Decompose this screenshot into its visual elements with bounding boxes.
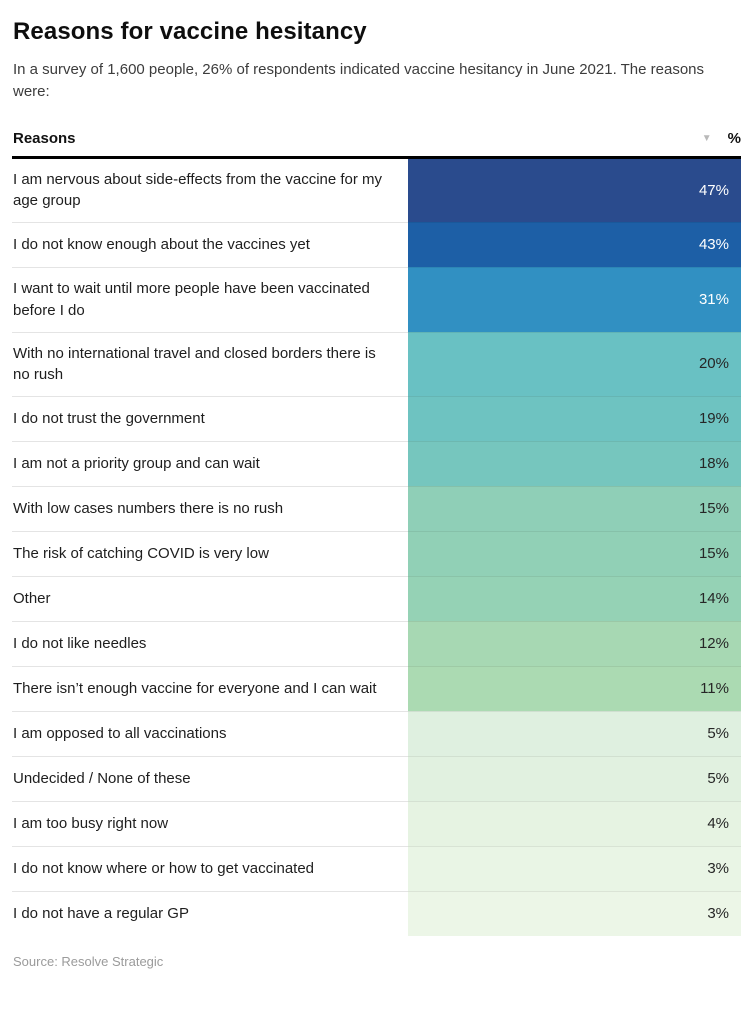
percent-column-header[interactable]: % <box>727 129 741 147</box>
reason-label: I do not know where or how to get vaccin… <box>12 846 408 891</box>
reason-label: The risk of catching COVID is very low <box>12 531 408 576</box>
chart-subtitle: In a survey of 1,600 people, 26% of resp… <box>13 61 705 100</box>
reason-label: I do not trust the government <box>12 396 408 441</box>
table-row: I do not trust the government 19% <box>12 396 741 441</box>
reason-label: Other <box>12 576 408 621</box>
table-row: Undecided / None of these 5% <box>12 756 741 801</box>
reason-label: I am nervous about side-effects from the… <box>12 158 408 222</box>
value-cell: 20% <box>408 331 741 396</box>
percent-value: 5% <box>707 725 729 742</box>
table-row: I do not like needles 12% <box>12 621 741 666</box>
percent-value: 31% <box>698 290 729 308</box>
reason-label: With no international travel and closed … <box>12 331 408 396</box>
value-cell: 14% <box>408 576 741 621</box>
table-row: I do not have a regular GP 3% <box>12 891 741 936</box>
table-row: I am too busy right now 4% <box>12 801 741 846</box>
percent-value: 14% <box>698 590 729 607</box>
table-row: With no international travel and closed … <box>12 331 741 396</box>
percent-header-group: ▼ % <box>702 130 741 147</box>
percent-value: 5% <box>707 770 729 787</box>
value-cell: 3% <box>408 846 741 891</box>
value-cell: 31% <box>408 267 741 332</box>
table-row: I do not know where or how to get vaccin… <box>12 846 741 891</box>
table-row: I do not know enough about the vaccines … <box>12 222 741 267</box>
percent-value: 15% <box>698 500 729 517</box>
table-row: I am opposed to all vaccinations 5% <box>12 711 741 756</box>
chart-title: Reasons for vaccine hesitancy <box>13 18 367 45</box>
value-cell: 5% <box>408 756 741 801</box>
reason-label: I want to wait until more people have be… <box>12 267 408 332</box>
percent-value: 4% <box>707 815 729 832</box>
value-cell: 4% <box>408 801 741 846</box>
value-cell: 3% <box>408 891 741 936</box>
percent-value: 43% <box>698 236 729 253</box>
reason-label: I do not know enough about the vaccines … <box>12 222 408 267</box>
percent-value: 3% <box>707 860 729 877</box>
reason-label: With low cases numbers there is no rush <box>12 486 408 531</box>
chart-container: Reasons for vaccine hesitancy In a surve… <box>12 18 741 969</box>
table-row: I want to wait until more people have be… <box>12 267 741 332</box>
value-cell: 11% <box>408 666 741 711</box>
sort-descending-icon[interactable]: ▼ <box>701 132 712 144</box>
table-row: The risk of catching COVID is very low 1… <box>12 531 741 576</box>
value-cell: 19% <box>408 396 741 441</box>
table-row: I am nervous about side-effects from the… <box>12 158 741 222</box>
reason-label: Undecided / None of these <box>12 756 408 801</box>
source-note: Source: Resolve Strategic <box>13 954 164 969</box>
percent-value: 15% <box>698 545 729 562</box>
reason-label: I do not like needles <box>12 621 408 666</box>
reason-label: I am not a priority group and can wait <box>12 441 408 486</box>
percent-value: 12% <box>698 635 729 652</box>
table-row: Other 14% <box>12 576 741 621</box>
reason-label: I am opposed to all vaccinations <box>12 711 408 756</box>
value-cell: 5% <box>408 711 741 756</box>
reasons-column-header[interactable]: Reasons <box>13 129 76 147</box>
percent-value: 20% <box>698 355 729 373</box>
reason-label: I do not have a regular GP <box>12 891 408 936</box>
value-cell: 15% <box>408 531 741 576</box>
percent-value: 11% <box>700 680 729 697</box>
percent-value: 3% <box>707 905 729 922</box>
reason-label: There isn’t enough vaccine for everyone … <box>12 666 408 711</box>
value-cell: 18% <box>408 441 741 486</box>
percent-value: 19% <box>698 410 729 427</box>
table-row: There isn’t enough vaccine for everyone … <box>12 666 741 711</box>
value-cell: 43% <box>408 222 741 267</box>
table-row: With low cases numbers there is no rush … <box>12 486 741 531</box>
table-header: Reasons ▼ % <box>12 130 741 159</box>
value-cell: 47% <box>408 158 741 222</box>
value-cell: 15% <box>408 486 741 531</box>
table-body: I am nervous about side-effects from the… <box>12 158 741 936</box>
reason-label: I am too busy right now <box>12 801 408 846</box>
value-cell: 12% <box>408 621 741 666</box>
percent-value: 47% <box>698 181 729 199</box>
percent-value: 18% <box>698 455 729 472</box>
table-row: I am not a priority group and can wait 1… <box>12 441 741 486</box>
